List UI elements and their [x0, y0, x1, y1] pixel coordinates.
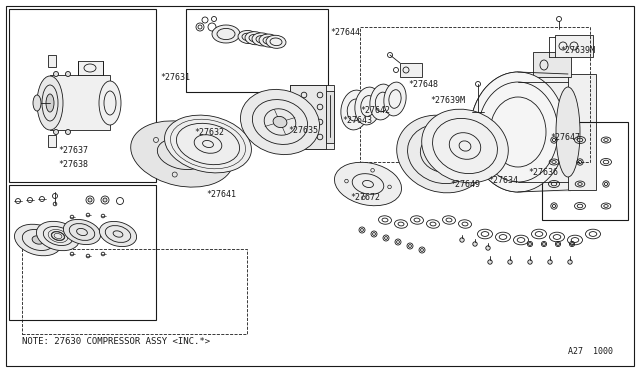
Bar: [568, 74, 596, 190]
Ellipse shape: [273, 116, 287, 128]
Text: *27649: *27649: [450, 180, 480, 189]
Bar: [290, 85, 334, 149]
Ellipse shape: [355, 87, 381, 125]
Bar: [360, 27, 590, 162]
Ellipse shape: [556, 87, 580, 177]
Ellipse shape: [99, 81, 121, 125]
Bar: [186, 9, 328, 92]
Text: A27  1000: A27 1000: [568, 347, 612, 356]
Bar: [9, 185, 156, 320]
Text: *27631: *27631: [160, 73, 190, 81]
Bar: [50, 75, 110, 130]
Circle shape: [54, 71, 58, 77]
Text: *27644: *27644: [330, 28, 360, 36]
Text: *27648: *27648: [408, 80, 438, 89]
Text: *27636: *27636: [528, 167, 558, 176]
Bar: [542, 122, 628, 220]
Ellipse shape: [384, 82, 406, 116]
Circle shape: [568, 260, 572, 264]
Text: NOTE: 27630 COMPRESSOR ASSY <INC.*>: NOTE: 27630 COMPRESSOR ASSY <INC.*>: [22, 337, 210, 346]
Ellipse shape: [32, 236, 44, 244]
Circle shape: [488, 260, 492, 264]
Ellipse shape: [131, 121, 234, 187]
Ellipse shape: [437, 150, 447, 158]
Circle shape: [54, 129, 58, 135]
Ellipse shape: [164, 115, 252, 173]
Ellipse shape: [397, 115, 487, 193]
Ellipse shape: [266, 35, 286, 48]
Ellipse shape: [422, 109, 508, 183]
Bar: [9, 9, 156, 182]
Text: *27647: *27647: [550, 132, 580, 141]
Text: *27634: *27634: [488, 176, 518, 185]
Circle shape: [548, 260, 552, 264]
Text: *27635: *27635: [288, 125, 318, 135]
Text: *27637: *27637: [58, 145, 88, 154]
Ellipse shape: [46, 94, 54, 112]
Circle shape: [88, 198, 92, 202]
Ellipse shape: [245, 32, 265, 45]
Bar: [78, 61, 103, 75]
Bar: [290, 85, 326, 149]
Text: *27632: *27632: [194, 128, 224, 137]
Ellipse shape: [241, 89, 319, 155]
Bar: [22, 249, 247, 334]
Circle shape: [508, 260, 512, 264]
Ellipse shape: [238, 31, 258, 44]
Bar: [48, 135, 56, 147]
Bar: [538, 147, 558, 162]
Text: *27639M: *27639M: [430, 96, 465, 105]
Circle shape: [473, 242, 477, 246]
Bar: [326, 91, 334, 143]
Text: *27642: *27642: [360, 106, 390, 115]
Bar: [513, 72, 571, 192]
Ellipse shape: [37, 76, 63, 130]
Bar: [48, 55, 56, 67]
Text: *27639M: *27639M: [560, 45, 595, 55]
Ellipse shape: [99, 221, 136, 247]
Bar: [533, 52, 571, 77]
Ellipse shape: [36, 221, 79, 251]
Ellipse shape: [15, 224, 61, 256]
Circle shape: [486, 246, 490, 250]
Ellipse shape: [370, 84, 394, 120]
Bar: [400, 63, 422, 77]
Ellipse shape: [63, 219, 100, 245]
Text: *27672: *27672: [350, 192, 380, 202]
Ellipse shape: [33, 95, 41, 111]
Ellipse shape: [259, 34, 279, 47]
Circle shape: [460, 238, 464, 242]
Ellipse shape: [252, 33, 272, 46]
Text: *27641: *27641: [206, 189, 236, 199]
Ellipse shape: [341, 90, 369, 130]
Text: *27643: *27643: [342, 115, 372, 125]
Ellipse shape: [470, 72, 566, 192]
Circle shape: [103, 198, 107, 202]
Bar: [555, 35, 593, 57]
Ellipse shape: [212, 25, 240, 43]
Ellipse shape: [335, 162, 401, 206]
Circle shape: [65, 129, 70, 135]
Circle shape: [528, 260, 532, 264]
Ellipse shape: [174, 149, 190, 159]
Text: *27638: *27638: [58, 160, 88, 169]
Circle shape: [65, 71, 70, 77]
